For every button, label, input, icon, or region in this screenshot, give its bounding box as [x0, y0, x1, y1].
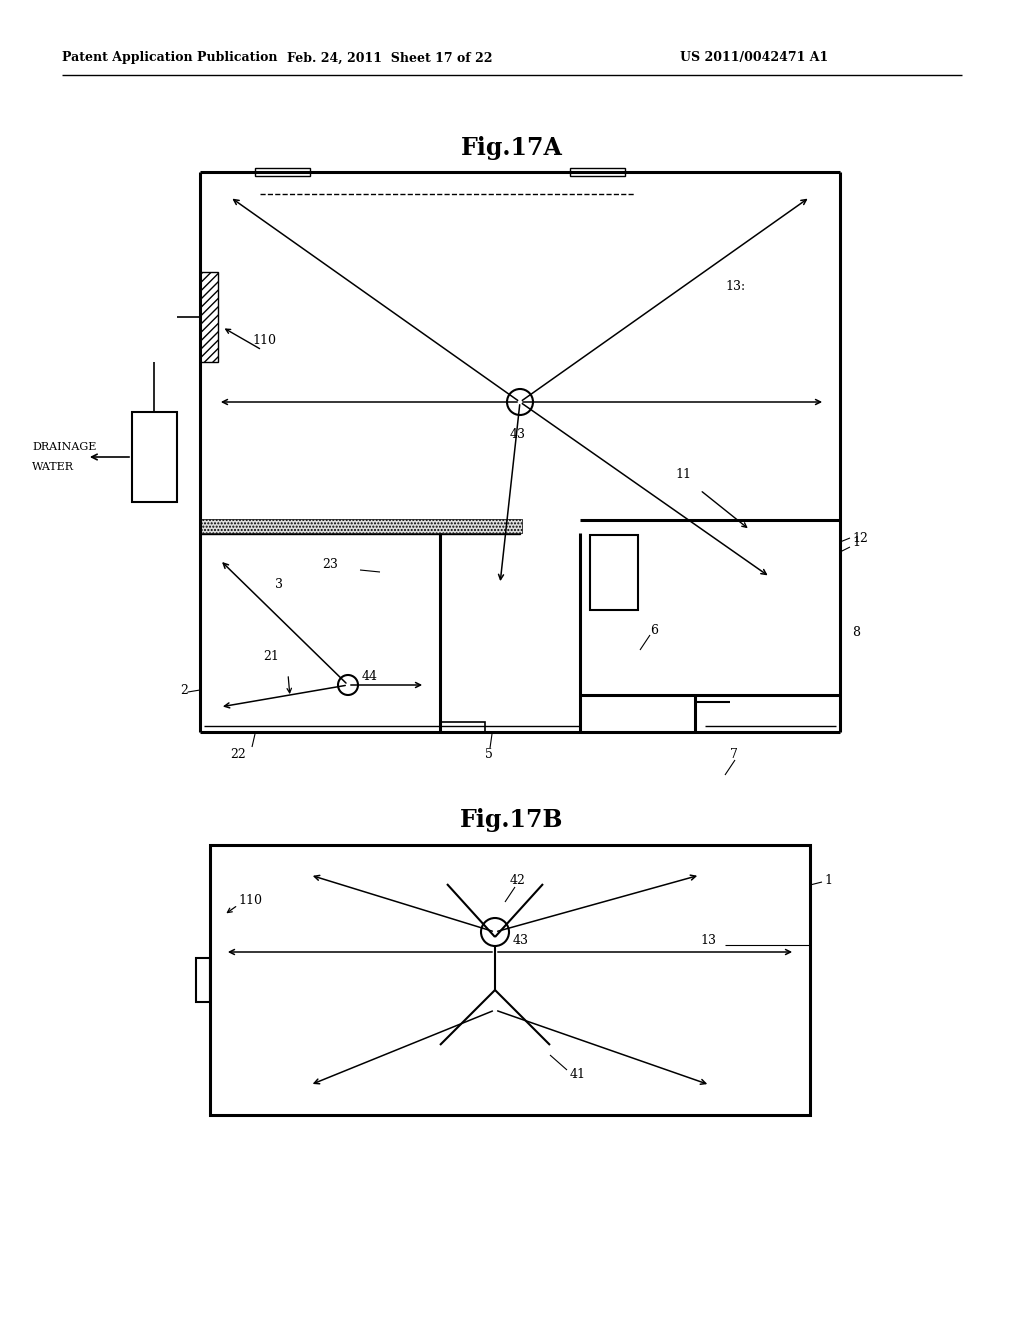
Text: 44: 44: [362, 671, 378, 684]
Bar: [210, 845, 810, 1115]
Text: Feb. 24, 2011  Sheet 17 of 22: Feb. 24, 2011 Sheet 17 of 22: [288, 51, 493, 65]
Text: Fig.17B: Fig.17B: [461, 808, 563, 832]
Bar: [200, 519, 522, 533]
Text: 41: 41: [570, 1068, 586, 1081]
Bar: [200, 520, 520, 535]
Text: 8: 8: [852, 626, 860, 639]
Text: WATER: WATER: [32, 462, 74, 473]
Bar: [196, 958, 210, 1002]
Text: DRAINAGE: DRAINAGE: [32, 442, 96, 451]
Text: Fig.17A: Fig.17A: [461, 136, 563, 160]
Text: 1: 1: [852, 536, 860, 549]
Text: 43: 43: [510, 428, 526, 441]
Text: 5: 5: [485, 747, 493, 760]
Bar: [255, 168, 310, 176]
Text: 7: 7: [730, 748, 738, 762]
Text: 11: 11: [675, 469, 691, 482]
Bar: [570, 168, 625, 176]
Text: 21: 21: [263, 651, 279, 664]
Text: 1: 1: [824, 874, 831, 887]
Text: Patent Application Publication: Patent Application Publication: [62, 51, 278, 65]
Text: 22: 22: [230, 747, 246, 760]
Text: 12: 12: [852, 532, 868, 544]
Text: 13:: 13:: [725, 281, 745, 293]
Text: 2: 2: [180, 684, 187, 697]
Bar: [440, 722, 485, 733]
Text: 13: 13: [700, 933, 716, 946]
Text: 110: 110: [252, 334, 276, 346]
Bar: [132, 412, 177, 502]
Bar: [590, 535, 638, 610]
Text: 23: 23: [322, 558, 338, 572]
Text: 43: 43: [513, 933, 529, 946]
Text: 3: 3: [275, 578, 283, 591]
Bar: [200, 272, 218, 362]
Text: 6: 6: [650, 623, 658, 636]
Text: 110: 110: [238, 894, 262, 907]
Text: 42: 42: [510, 874, 526, 887]
Text: US 2011/0042471 A1: US 2011/0042471 A1: [680, 51, 828, 65]
